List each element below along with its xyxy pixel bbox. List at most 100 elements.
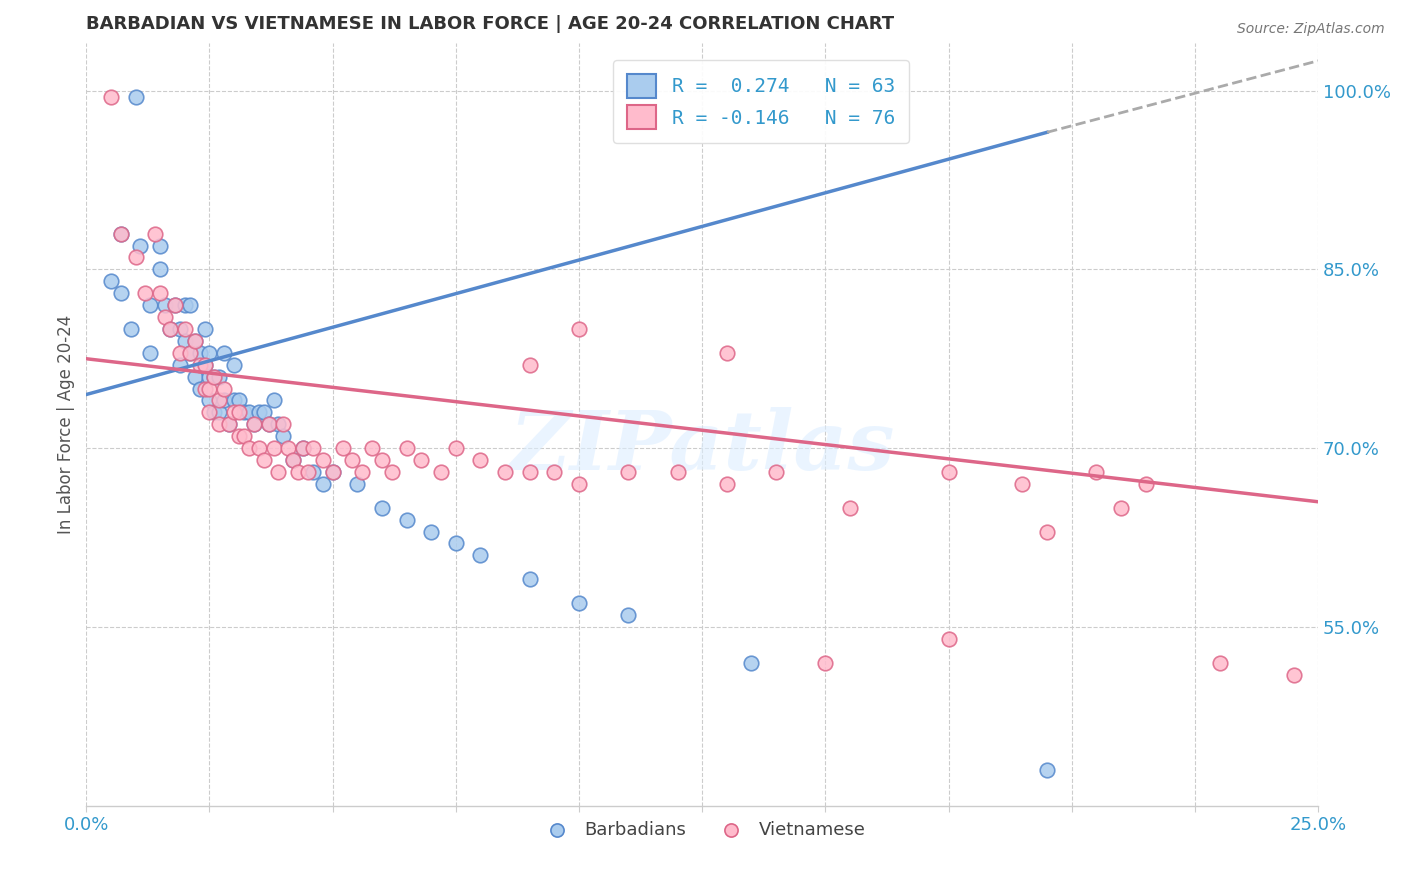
Point bbox=[267, 465, 290, 479]
Point bbox=[283, 453, 305, 467]
Point bbox=[202, 369, 225, 384]
Point bbox=[287, 465, 309, 479]
Point bbox=[1208, 656, 1230, 670]
Point bbox=[253, 453, 276, 467]
Point bbox=[263, 393, 285, 408]
Point bbox=[198, 369, 221, 384]
Point bbox=[346, 476, 368, 491]
Point bbox=[193, 358, 215, 372]
Point bbox=[342, 453, 364, 467]
Point bbox=[124, 89, 146, 103]
Point bbox=[159, 322, 181, 336]
Point bbox=[214, 393, 236, 408]
Point bbox=[938, 632, 960, 646]
Point bbox=[302, 465, 325, 479]
Point bbox=[153, 298, 176, 312]
Point bbox=[198, 393, 221, 408]
Point bbox=[292, 441, 315, 455]
Point bbox=[110, 227, 132, 241]
Point bbox=[257, 417, 280, 432]
Point bbox=[1011, 476, 1033, 491]
Point bbox=[263, 441, 285, 455]
Point bbox=[243, 417, 266, 432]
Point bbox=[332, 441, 354, 455]
Point bbox=[193, 382, 215, 396]
Point bbox=[198, 405, 221, 419]
Point bbox=[173, 334, 195, 348]
Point bbox=[430, 465, 453, 479]
Point bbox=[179, 345, 201, 359]
Point bbox=[143, 227, 166, 241]
Text: ZIPatlas: ZIPatlas bbox=[509, 407, 896, 487]
Point bbox=[228, 393, 250, 408]
Point bbox=[183, 369, 205, 384]
Point bbox=[1085, 465, 1108, 479]
Point bbox=[247, 405, 270, 419]
Point bbox=[224, 358, 246, 372]
Point bbox=[179, 298, 201, 312]
Point bbox=[666, 465, 689, 479]
Point bbox=[129, 238, 152, 252]
Point bbox=[233, 405, 256, 419]
Point bbox=[361, 441, 384, 455]
Point bbox=[247, 441, 270, 455]
Point bbox=[1036, 524, 1059, 539]
Point bbox=[183, 334, 205, 348]
Point bbox=[208, 417, 231, 432]
Point bbox=[371, 500, 394, 515]
Point bbox=[568, 596, 591, 610]
Point bbox=[1135, 476, 1157, 491]
Point bbox=[519, 465, 541, 479]
Point bbox=[183, 334, 205, 348]
Point bbox=[173, 322, 195, 336]
Point bbox=[568, 322, 591, 336]
Point bbox=[120, 322, 142, 336]
Point bbox=[312, 476, 335, 491]
Point bbox=[100, 274, 122, 288]
Text: Source: ZipAtlas.com: Source: ZipAtlas.com bbox=[1237, 22, 1385, 37]
Point bbox=[267, 417, 290, 432]
Point bbox=[179, 345, 201, 359]
Point bbox=[169, 345, 191, 359]
Point bbox=[169, 358, 191, 372]
Point bbox=[214, 382, 236, 396]
Y-axis label: In Labor Force | Age 20-24: In Labor Force | Age 20-24 bbox=[58, 315, 75, 534]
Point bbox=[159, 322, 181, 336]
Point bbox=[352, 465, 374, 479]
Point bbox=[716, 345, 738, 359]
Point bbox=[839, 500, 862, 515]
Text: BARBADIAN VS VIETNAMESE IN LABOR FORCE | AGE 20-24 CORRELATION CHART: BARBADIAN VS VIETNAMESE IN LABOR FORCE |… bbox=[86, 15, 894, 33]
Point bbox=[193, 358, 215, 372]
Point bbox=[202, 405, 225, 419]
Point bbox=[716, 476, 738, 491]
Point bbox=[228, 405, 250, 419]
Point bbox=[163, 298, 186, 312]
Point bbox=[188, 345, 211, 359]
Point bbox=[238, 405, 260, 419]
Point bbox=[283, 453, 305, 467]
Point bbox=[198, 382, 221, 396]
Point bbox=[371, 453, 394, 467]
Point bbox=[202, 369, 225, 384]
Point bbox=[134, 286, 156, 301]
Point bbox=[470, 549, 492, 563]
Point bbox=[814, 656, 837, 670]
Point bbox=[110, 227, 132, 241]
Point bbox=[149, 238, 172, 252]
Point bbox=[149, 286, 172, 301]
Point bbox=[243, 417, 266, 432]
Point bbox=[322, 465, 344, 479]
Point bbox=[169, 322, 191, 336]
Point bbox=[163, 298, 186, 312]
Point bbox=[273, 417, 295, 432]
Point bbox=[277, 441, 299, 455]
Point bbox=[297, 465, 319, 479]
Point bbox=[617, 607, 640, 622]
Point bbox=[110, 286, 132, 301]
Point bbox=[208, 405, 231, 419]
Point bbox=[253, 405, 276, 419]
Point bbox=[420, 524, 443, 539]
Point bbox=[173, 298, 195, 312]
Point bbox=[938, 465, 960, 479]
Point bbox=[218, 417, 240, 432]
